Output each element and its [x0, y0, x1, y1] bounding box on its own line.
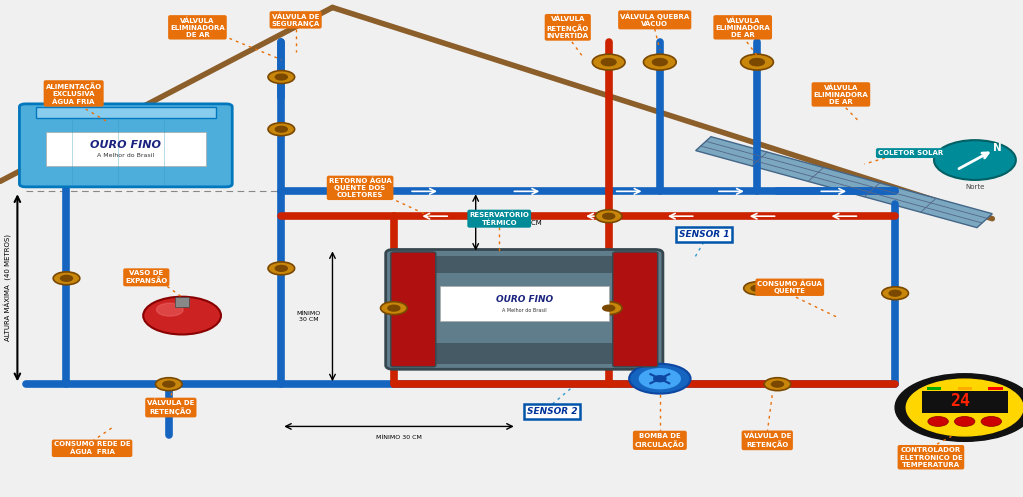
Bar — [36, 107, 216, 118]
Circle shape — [906, 379, 1023, 436]
Text: ALIMENTAÇÃO
EXCLUSIVA
ÁGUA FRIA: ALIMENTAÇÃO EXCLUSIVA ÁGUA FRIA — [46, 82, 101, 105]
Bar — [988, 387, 1003, 390]
Circle shape — [751, 285, 763, 291]
Circle shape — [889, 290, 901, 296]
Circle shape — [143, 297, 221, 334]
Text: A Melhor do Brasil: A Melhor do Brasil — [97, 154, 154, 159]
Text: RETORNO ÁGUA
QUENTE DOS
COLETORES: RETORNO ÁGUA QUENTE DOS COLETORES — [328, 177, 392, 198]
Text: N: N — [993, 143, 1002, 153]
Bar — [927, 387, 941, 390]
FancyBboxPatch shape — [386, 249, 663, 369]
Circle shape — [934, 140, 1016, 180]
Text: VÁLVULA QUEBRA
VÁCUO: VÁLVULA QUEBRA VÁCUO — [620, 12, 690, 27]
Circle shape — [595, 302, 622, 315]
Circle shape — [895, 374, 1023, 441]
Circle shape — [981, 416, 1002, 426]
Text: CONSUMO ÁGUA
QUENTE: CONSUMO ÁGUA QUENTE — [757, 280, 822, 294]
Circle shape — [595, 210, 622, 223]
Bar — [399, 343, 650, 364]
Circle shape — [388, 305, 400, 311]
Circle shape — [603, 305, 615, 311]
Text: OURO FINO: OURO FINO — [496, 295, 552, 304]
Text: RESERVATÓRIO
TÉRMICO: RESERVATÓRIO TÉRMICO — [470, 212, 529, 226]
Text: VÁLVULA
ELIMINADORA
DE AR: VÁLVULA ELIMINADORA DE AR — [715, 17, 770, 38]
Circle shape — [268, 262, 295, 275]
Text: Norte: Norte — [966, 184, 984, 190]
Circle shape — [602, 59, 616, 66]
Text: MÍNIMO 30 CM: MÍNIMO 30 CM — [376, 435, 421, 440]
Circle shape — [954, 416, 975, 426]
Circle shape — [639, 369, 680, 389]
Text: SENSOR 1: SENSOR 1 — [678, 230, 729, 239]
Circle shape — [764, 378, 791, 391]
Text: VÁLVULA DE
RETENÇÃO: VÁLVULA DE RETENÇÃO — [147, 400, 194, 415]
Circle shape — [53, 272, 80, 285]
Circle shape — [592, 54, 625, 70]
Text: ALTURA MÁXIMA  (40 METROS): ALTURA MÁXIMA (40 METROS) — [4, 234, 12, 341]
FancyBboxPatch shape — [46, 132, 206, 166]
FancyBboxPatch shape — [440, 286, 609, 321]
Circle shape — [882, 287, 908, 300]
Bar — [175, 297, 189, 307]
Circle shape — [744, 282, 770, 295]
Text: A Melhor do Brasil: A Melhor do Brasil — [502, 308, 546, 313]
Circle shape — [928, 416, 948, 426]
Text: VÁLVULA DE
RETENÇÃO: VÁLVULA DE RETENÇÃO — [744, 432, 791, 448]
Circle shape — [268, 123, 295, 136]
Bar — [958, 387, 972, 390]
Text: COLETOR SOLAR: COLETOR SOLAR — [878, 150, 943, 156]
Circle shape — [268, 71, 295, 83]
Bar — [399, 256, 650, 273]
Text: 24: 24 — [950, 392, 971, 410]
FancyBboxPatch shape — [19, 104, 232, 187]
Text: MÍNIMO
30 CM: MÍNIMO 30 CM — [297, 311, 321, 322]
Circle shape — [155, 378, 182, 391]
FancyBboxPatch shape — [391, 252, 436, 367]
Circle shape — [629, 364, 691, 394]
Text: CONTROLADOR
ELETRÔNICO DE
TEMPERATURA: CONTROLADOR ELETRÔNICO DE TEMPERATURA — [899, 447, 963, 468]
Circle shape — [653, 59, 667, 66]
Circle shape — [771, 381, 784, 387]
Text: VÁLVULA
ELIMINADORA
DE AR: VÁLVULA ELIMINADORA DE AR — [813, 84, 869, 105]
Circle shape — [603, 213, 615, 219]
Circle shape — [275, 74, 287, 80]
FancyBboxPatch shape — [613, 252, 658, 367]
Circle shape — [654, 376, 666, 382]
Text: OURO FINO: OURO FINO — [90, 140, 162, 150]
Text: VÁLVULA DE
SEGURANÇA: VÁLVULA DE SEGURANÇA — [271, 13, 320, 27]
Circle shape — [275, 126, 287, 132]
Circle shape — [157, 303, 183, 316]
Circle shape — [750, 59, 764, 66]
Circle shape — [163, 381, 175, 387]
Polygon shape — [696, 137, 992, 228]
Bar — [922, 391, 1008, 413]
Circle shape — [60, 275, 73, 281]
Text: CONSUMO REDE DE
ÁGUA  FRIA: CONSUMO REDE DE ÁGUA FRIA — [54, 441, 130, 455]
Text: VÁLVULA
ELIMINADORA
DE AR: VÁLVULA ELIMINADORA DE AR — [170, 17, 225, 38]
Circle shape — [741, 54, 773, 70]
Text: MÍNIMO 15 CM: MÍNIMO 15 CM — [491, 219, 542, 226]
Circle shape — [275, 265, 287, 271]
Text: VÁLVULA
RETENÇÃO
INVERTIDA: VÁLVULA RETENÇÃO INVERTIDA — [546, 16, 589, 39]
Text: VASO DE
EXPANSÃO: VASO DE EXPANSÃO — [125, 270, 168, 284]
Text: SENSOR 2: SENSOR 2 — [527, 407, 578, 416]
Circle shape — [381, 302, 407, 315]
Circle shape — [643, 54, 676, 70]
Text: BOMBA DE
CIRCULAÇÃO: BOMBA DE CIRCULAÇÃO — [635, 433, 684, 448]
